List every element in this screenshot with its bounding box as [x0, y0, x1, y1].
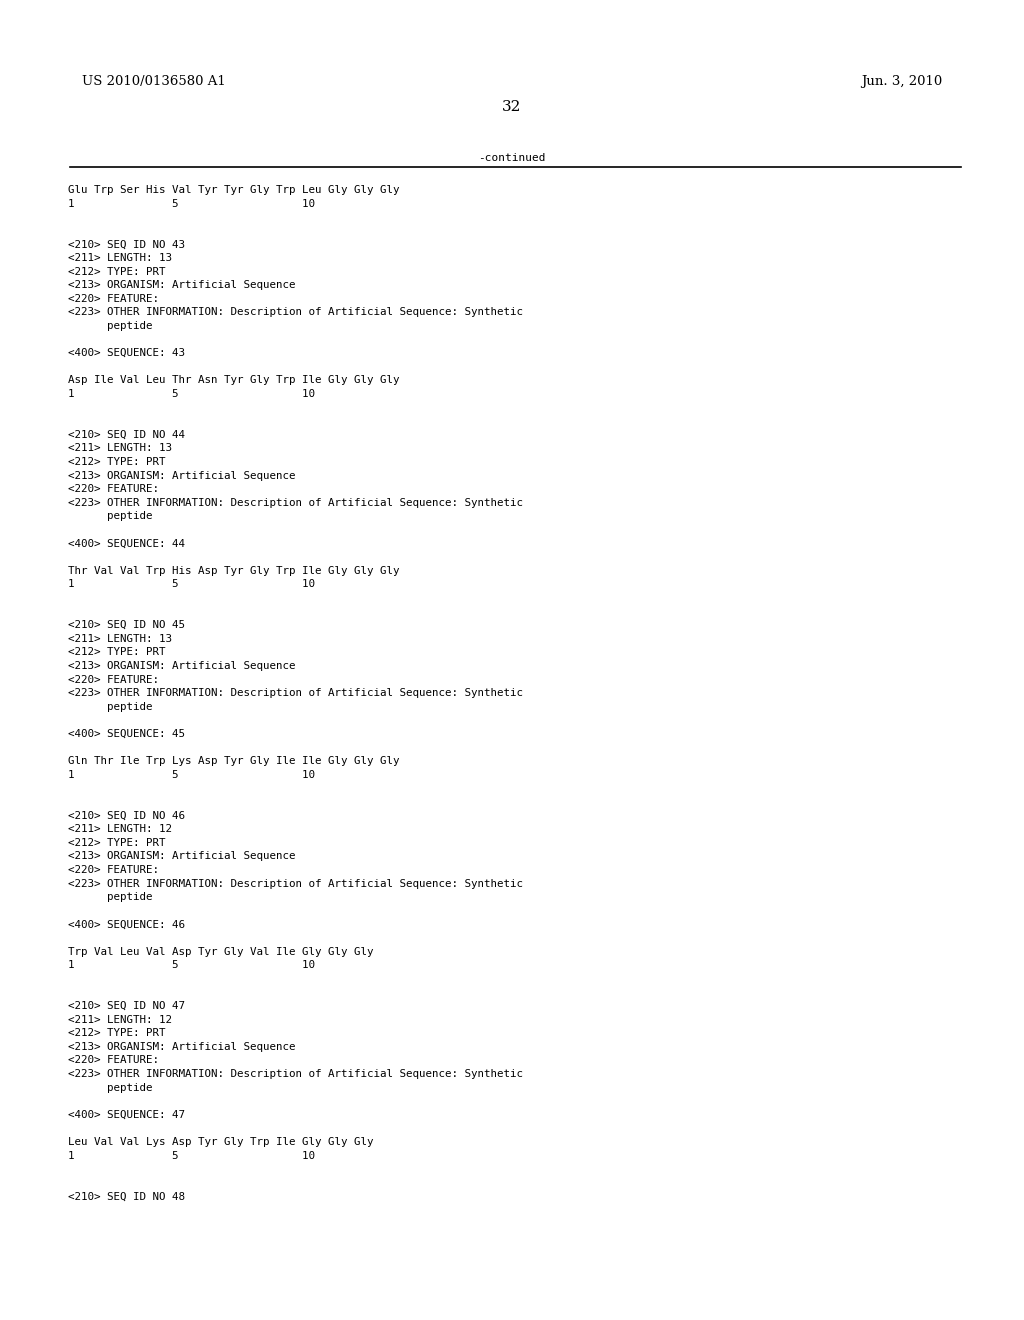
Text: <210> SEQ ID NO 48: <210> SEQ ID NO 48 [68, 1192, 185, 1201]
Text: 1               5                   10: 1 5 10 [68, 198, 315, 209]
Text: Leu Val Val Lys Asp Tyr Gly Trp Ile Gly Gly Gly: Leu Val Val Lys Asp Tyr Gly Trp Ile Gly … [68, 1137, 374, 1147]
Text: <400> SEQUENCE: 47: <400> SEQUENCE: 47 [68, 1110, 185, 1119]
Text: <210> SEQ ID NO 46: <210> SEQ ID NO 46 [68, 810, 185, 821]
Text: <220> FEATURE:: <220> FEATURE: [68, 294, 159, 304]
Text: <220> FEATURE:: <220> FEATURE: [68, 675, 159, 685]
Text: <223> OTHER INFORMATION: Description of Artificial Sequence: Synthetic: <223> OTHER INFORMATION: Description of … [68, 498, 523, 508]
Text: Jun. 3, 2010: Jun. 3, 2010 [861, 75, 942, 88]
Text: 32: 32 [503, 100, 521, 114]
Text: Glu Trp Ser His Val Tyr Tyr Gly Trp Leu Gly Gly Gly: Glu Trp Ser His Val Tyr Tyr Gly Trp Leu … [68, 185, 399, 195]
Text: -continued: -continued [478, 153, 546, 162]
Text: <400> SEQUENCE: 44: <400> SEQUENCE: 44 [68, 539, 185, 549]
Text: <212> TYPE: PRT: <212> TYPE: PRT [68, 1028, 166, 1039]
Text: peptide: peptide [68, 511, 153, 521]
Text: <210> SEQ ID NO 44: <210> SEQ ID NO 44 [68, 430, 185, 440]
Text: <223> OTHER INFORMATION: Description of Artificial Sequence: Synthetic: <223> OTHER INFORMATION: Description of … [68, 1069, 523, 1078]
Text: Trp Val Leu Val Asp Tyr Gly Val Ile Gly Gly Gly: Trp Val Leu Val Asp Tyr Gly Val Ile Gly … [68, 946, 374, 957]
Text: <212> TYPE: PRT: <212> TYPE: PRT [68, 838, 166, 847]
Text: US 2010/0136580 A1: US 2010/0136580 A1 [82, 75, 225, 88]
Text: 1               5                   10: 1 5 10 [68, 389, 315, 399]
Text: <212> TYPE: PRT: <212> TYPE: PRT [68, 267, 166, 277]
Text: <211> LENGTH: 13: <211> LENGTH: 13 [68, 444, 172, 453]
Text: peptide: peptide [68, 702, 153, 711]
Text: <220> FEATURE:: <220> FEATURE: [68, 865, 159, 875]
Text: <223> OTHER INFORMATION: Description of Artificial Sequence: Synthetic: <223> OTHER INFORMATION: Description of … [68, 308, 523, 317]
Text: <213> ORGANISM: Artificial Sequence: <213> ORGANISM: Artificial Sequence [68, 661, 296, 671]
Text: <211> LENGTH: 12: <211> LENGTH: 12 [68, 1015, 172, 1024]
Text: <211> LENGTH: 13: <211> LENGTH: 13 [68, 634, 172, 644]
Text: <213> ORGANISM: Artificial Sequence: <213> ORGANISM: Artificial Sequence [68, 851, 296, 862]
Text: <212> TYPE: PRT: <212> TYPE: PRT [68, 647, 166, 657]
Text: <220> FEATURE:: <220> FEATURE: [68, 484, 159, 494]
Text: <211> LENGTH: 13: <211> LENGTH: 13 [68, 253, 172, 263]
Text: <211> LENGTH: 12: <211> LENGTH: 12 [68, 824, 172, 834]
Text: Thr Val Val Trp His Asp Tyr Gly Trp Ile Gly Gly Gly: Thr Val Val Trp His Asp Tyr Gly Trp Ile … [68, 566, 399, 576]
Text: Asp Ile Val Leu Thr Asn Tyr Gly Trp Ile Gly Gly Gly: Asp Ile Val Leu Thr Asn Tyr Gly Trp Ile … [68, 375, 399, 385]
Text: <210> SEQ ID NO 45: <210> SEQ ID NO 45 [68, 620, 185, 630]
Text: <400> SEQUENCE: 43: <400> SEQUENCE: 43 [68, 348, 185, 358]
Text: 1               5                   10: 1 5 10 [68, 1151, 315, 1160]
Text: 1               5                   10: 1 5 10 [68, 770, 315, 780]
Text: <400> SEQUENCE: 45: <400> SEQUENCE: 45 [68, 729, 185, 739]
Text: peptide: peptide [68, 1082, 153, 1093]
Text: <210> SEQ ID NO 47: <210> SEQ ID NO 47 [68, 1001, 185, 1011]
Text: <213> ORGANISM: Artificial Sequence: <213> ORGANISM: Artificial Sequence [68, 280, 296, 290]
Text: 1               5                   10: 1 5 10 [68, 960, 315, 970]
Text: <400> SEQUENCE: 46: <400> SEQUENCE: 46 [68, 920, 185, 929]
Text: 1               5                   10: 1 5 10 [68, 579, 315, 590]
Text: <213> ORGANISM: Artificial Sequence: <213> ORGANISM: Artificial Sequence [68, 1041, 296, 1052]
Text: <210> SEQ ID NO 43: <210> SEQ ID NO 43 [68, 239, 185, 249]
Text: <223> OTHER INFORMATION: Description of Artificial Sequence: Synthetic: <223> OTHER INFORMATION: Description of … [68, 879, 523, 888]
Text: <223> OTHER INFORMATION: Description of Artificial Sequence: Synthetic: <223> OTHER INFORMATION: Description of … [68, 688, 523, 698]
Text: <213> ORGANISM: Artificial Sequence: <213> ORGANISM: Artificial Sequence [68, 471, 296, 480]
Text: peptide: peptide [68, 321, 153, 331]
Text: Gln Thr Ile Trp Lys Asp Tyr Gly Ile Ile Gly Gly Gly: Gln Thr Ile Trp Lys Asp Tyr Gly Ile Ile … [68, 756, 399, 766]
Text: <212> TYPE: PRT: <212> TYPE: PRT [68, 457, 166, 467]
Text: <220> FEATURE:: <220> FEATURE: [68, 1056, 159, 1065]
Text: peptide: peptide [68, 892, 153, 902]
